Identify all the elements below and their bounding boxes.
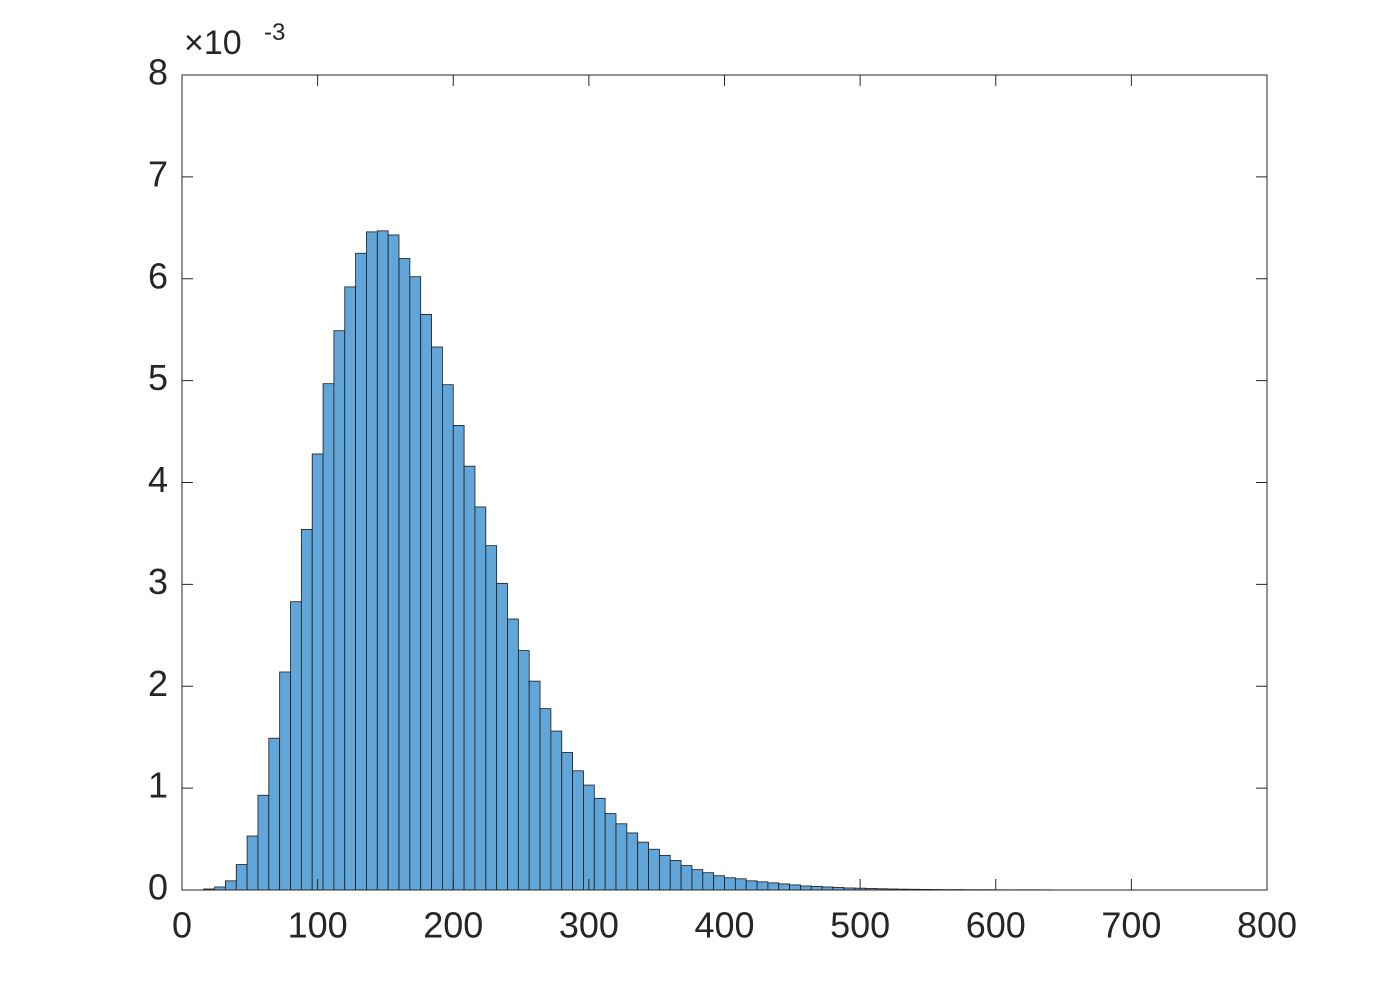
- x-tick-label: 800: [1237, 905, 1297, 946]
- bar: [669, 860, 682, 891]
- bar: [463, 465, 476, 891]
- bar: [756, 881, 769, 891]
- y-tick-label: 2: [148, 663, 168, 704]
- bar: [778, 883, 791, 891]
- bar: [366, 231, 378, 891]
- bar: [734, 878, 747, 891]
- bar: [637, 841, 649, 891]
- bar: [810, 886, 823, 891]
- bar: [691, 869, 704, 891]
- bar: [452, 425, 465, 891]
- x-tick-label: 200: [423, 905, 483, 946]
- bar: [333, 330, 346, 891]
- bar: [496, 582, 508, 891]
- bar: [659, 854, 671, 891]
- y-tick-label: 6: [148, 255, 168, 296]
- x-tick-label: 100: [288, 905, 348, 946]
- bar: [376, 230, 389, 891]
- bar: [767, 882, 780, 891]
- bar: [300, 528, 313, 891]
- bar: [789, 884, 801, 891]
- bar: [583, 784, 595, 891]
- bar: [528, 680, 541, 891]
- bar: [539, 708, 552, 891]
- x-tick-label: 600: [966, 905, 1026, 946]
- bar: [257, 794, 270, 891]
- bar: [593, 797, 606, 891]
- bar: [322, 383, 335, 891]
- bar: [680, 865, 693, 891]
- bar: [550, 730, 563, 891]
- bar: [572, 770, 584, 891]
- x-tick-label: 400: [694, 905, 754, 946]
- bar: [398, 257, 411, 891]
- bar: [279, 671, 291, 891]
- y-tick-label: 0: [148, 867, 168, 908]
- bar: [224, 880, 237, 891]
- bar: [409, 276, 422, 891]
- bar: [431, 346, 443, 891]
- bar: [355, 252, 367, 891]
- x-tick-label: 700: [1101, 905, 1161, 946]
- y-tick-label: 5: [148, 357, 168, 398]
- bar: [235, 864, 248, 891]
- bar: [724, 877, 736, 891]
- bar: [268, 737, 281, 891]
- bar: [615, 823, 628, 891]
- bar: [745, 880, 758, 891]
- y-multiplier: ×10: [184, 24, 242, 62]
- bar: [474, 506, 487, 891]
- x-tick-label: 300: [559, 905, 619, 946]
- bar: [561, 752, 573, 891]
- bar: [517, 650, 530, 891]
- bar: [626, 832, 639, 891]
- x-tick-label: 500: [830, 905, 890, 946]
- bar: [387, 234, 400, 891]
- bar: [713, 875, 725, 891]
- bar: [702, 872, 715, 891]
- bar: [648, 848, 660, 891]
- y-tick-label: 3: [148, 561, 168, 602]
- bar: [485, 545, 498, 891]
- bar: [420, 314, 432, 891]
- bar: [290, 601, 302, 891]
- bar: [800, 885, 812, 891]
- bar: [507, 618, 519, 891]
- bar: [246, 835, 259, 891]
- y-multiplier-exponent: -3: [264, 19, 285, 46]
- x-tick-label: 0: [172, 905, 192, 946]
- bar: [311, 453, 324, 891]
- y-tick-label: 8: [148, 52, 168, 93]
- y-tick-label: 4: [148, 459, 168, 500]
- bar: [441, 384, 454, 891]
- bar: [344, 286, 357, 891]
- bar: [604, 813, 617, 891]
- y-tick-label: 1: [148, 765, 168, 806]
- y-tick-label: 7: [148, 153, 168, 194]
